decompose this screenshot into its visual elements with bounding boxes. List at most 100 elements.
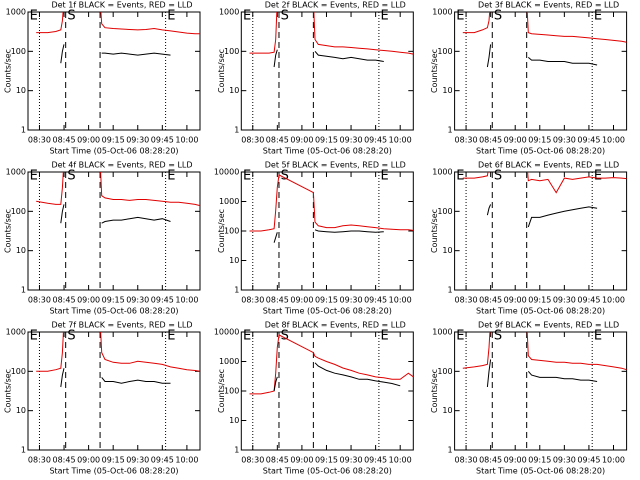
- y-axis-label: Counts/sec: [4, 209, 13, 253]
- annotation: E: [243, 169, 251, 184]
- annotation: S: [281, 329, 289, 344]
- x-tick-label: 08:30: [241, 456, 264, 465]
- y-tick-label: 1000: [432, 168, 452, 177]
- y-tick-label: 1: [21, 446, 26, 455]
- annotation: E: [594, 169, 602, 184]
- y-tick-label: 1000: [432, 8, 452, 17]
- x-tick-label: 09:30: [340, 136, 363, 145]
- panel: Det 4f BLACK = Events, RED = LLD Start Ti…: [4, 161, 201, 316]
- panel: Det 8f BLACK = Events, RED = LLD Start Ti…: [214, 321, 414, 476]
- data-line: [249, 174, 414, 232]
- x-tick-label: 10:00: [389, 456, 412, 465]
- x-tick-label: 09:30: [126, 296, 149, 305]
- plot-frame: [27, 331, 201, 451]
- x-axis-label: Start Time (05-Oct-06 08:28:20): [263, 467, 392, 476]
- panel: Det 6f BLACK = Events, RED = LLD Start Ti…: [430, 161, 628, 316]
- chart-title: Det 8f BLACK = Events, RED = LLD: [265, 321, 406, 330]
- y-tick-label: 10000: [214, 168, 239, 177]
- y-axis-label: Counts/sec: [430, 209, 439, 253]
- y-tick-label: 10000: [214, 328, 239, 337]
- data-line: [462, 172, 627, 194]
- plot-frame: [454, 171, 628, 291]
- x-axis-label: Start Time (05-Oct-06 08:28:20): [263, 147, 392, 156]
- x-axis-label: Start Time (05-Oct-06 08:28:20): [476, 147, 605, 156]
- x-tick-label: 09:15: [528, 456, 551, 465]
- data-line: [36, 172, 200, 207]
- y-tick-label: 10: [229, 416, 239, 425]
- y-tick-label: 1: [448, 286, 453, 295]
- x-tick-label: 09:15: [315, 136, 338, 145]
- annotation: E: [381, 169, 389, 184]
- y-tick-label: 1000: [219, 357, 239, 366]
- data-line: [60, 204, 171, 224]
- data-line: [60, 368, 171, 388]
- plot-frame: [240, 11, 414, 131]
- annotation: E: [30, 169, 38, 184]
- chart-title: Det 7f BLACK = Events, RED = LLD: [51, 321, 192, 330]
- annotation: S: [494, 169, 502, 184]
- y-tick-label: 1: [234, 126, 239, 135]
- x-tick-label: 09:45: [364, 296, 387, 305]
- data-line: [249, 12, 414, 55]
- plot-frame: [454, 11, 628, 131]
- y-tick-label: 1000: [219, 8, 239, 17]
- annotation: E: [456, 9, 464, 24]
- annotation: S: [67, 169, 75, 184]
- annotation: E: [381, 9, 389, 24]
- annotation: S: [67, 9, 75, 24]
- x-tick-label: 09:30: [340, 456, 363, 465]
- x-tick-label: 10:00: [175, 296, 198, 305]
- y-tick-label: 1: [448, 446, 453, 455]
- annotation: E: [594, 329, 602, 344]
- chart-title: Det 5f BLACK = Events, RED = LLD: [265, 161, 406, 170]
- y-tick-label: 10: [442, 406, 452, 415]
- x-axis-label: Start Time (05-Oct-06 08:28:20): [49, 467, 178, 476]
- y-tick-label: 1: [21, 126, 26, 135]
- x-tick-label: 09:00: [504, 296, 527, 305]
- panel: Det 3f BLACK = Events, RED = LLD Start Ti…: [430, 1, 628, 156]
- x-tick-label: 09:45: [577, 136, 600, 145]
- x-tick-label: 08:45: [479, 136, 502, 145]
- x-tick-label: 09:30: [553, 296, 576, 305]
- x-tick-label: 09:30: [340, 296, 363, 305]
- chart-title: Det 1f BLACK = Events, RED = LLD: [51, 1, 192, 10]
- x-tick-label: 10:00: [175, 456, 198, 465]
- y-tick-label: 1: [21, 286, 26, 295]
- x-tick-label: 09:30: [553, 136, 576, 145]
- x-tick-label: 09:45: [151, 296, 174, 305]
- y-tick-label: 10: [16, 246, 26, 255]
- x-tick-label: 08:30: [28, 296, 51, 305]
- plot-frame: [454, 331, 628, 451]
- x-tick-label: 08:45: [266, 136, 289, 145]
- x-tick-label: 09:15: [102, 136, 125, 145]
- x-tick-label: 09:00: [504, 456, 527, 465]
- chart-title: Det 2f BLACK = Events, RED = LLD: [265, 1, 406, 10]
- x-tick-label: 09:00: [290, 296, 313, 305]
- x-tick-label: 09:00: [77, 136, 100, 145]
- annotation: E: [243, 329, 251, 344]
- chart-title: Det 3f BLACK = Events, RED = LLD: [478, 1, 619, 10]
- data-line: [486, 204, 598, 228]
- x-tick-label: 08:45: [266, 296, 289, 305]
- x-tick-label: 09:00: [504, 136, 527, 145]
- x-tick-label: 09:00: [77, 456, 100, 465]
- y-tick-label: 100: [11, 47, 26, 56]
- annotation: S: [494, 9, 502, 24]
- x-tick-label: 09:15: [315, 456, 338, 465]
- y-tick-label: 1: [234, 286, 239, 295]
- x-tick-label: 09:45: [364, 456, 387, 465]
- x-tick-label: 09:15: [528, 136, 551, 145]
- annotation: S: [67, 329, 75, 344]
- x-tick-label: 08:30: [455, 456, 478, 465]
- data-line: [36, 12, 200, 35]
- x-tick-label: 09:15: [528, 296, 551, 305]
- panel: Det 7f BLACK = Events, RED = LLD Start Ti…: [4, 321, 201, 476]
- x-tick-label: 10:00: [389, 296, 412, 305]
- y-axis-label: Counts/sec: [430, 369, 439, 413]
- x-tick-label: 09:15: [102, 296, 125, 305]
- x-tick-label: 08:45: [53, 456, 76, 465]
- annotation: E: [243, 9, 251, 24]
- y-tick-label: 1000: [6, 168, 26, 177]
- annotation: S: [281, 9, 289, 24]
